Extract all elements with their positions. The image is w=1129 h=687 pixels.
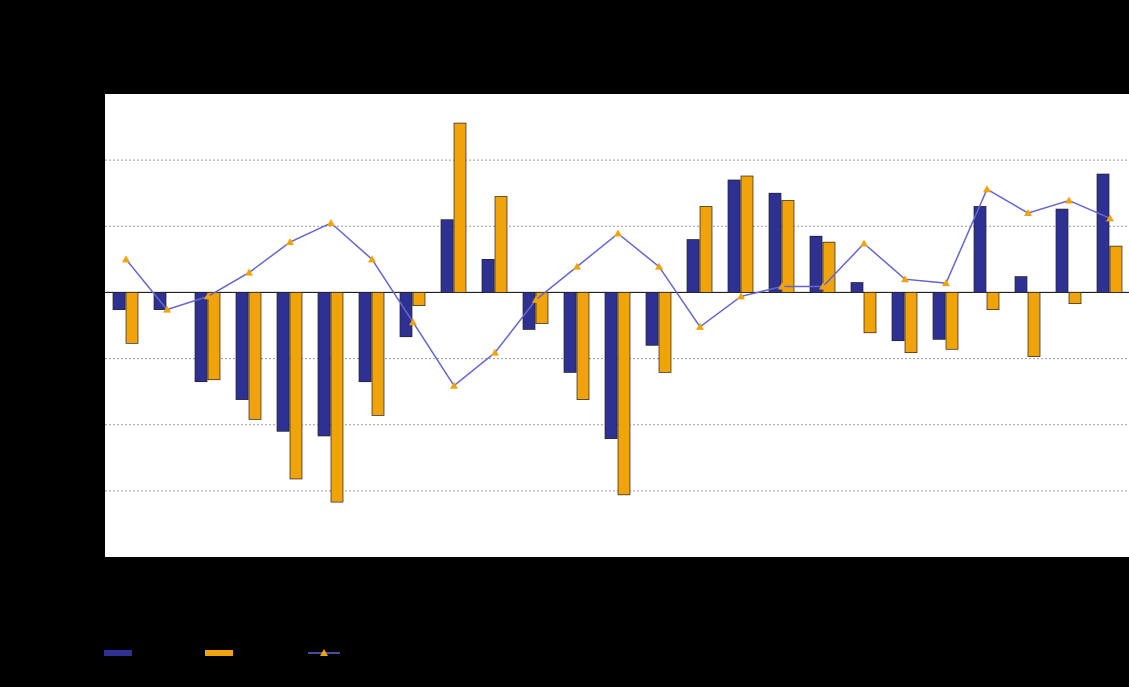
bar	[276, 292, 290, 432]
marker	[942, 279, 950, 287]
marker	[491, 348, 499, 356]
bar	[1014, 276, 1028, 293]
legend-marker	[320, 649, 328, 656]
bar	[617, 292, 631, 496]
bar	[112, 292, 126, 310]
bar	[289, 292, 303, 480]
bar	[207, 292, 221, 381]
marker	[614, 229, 622, 237]
bar	[1096, 173, 1110, 293]
marker	[655, 262, 663, 270]
bar	[891, 292, 905, 342]
bar	[125, 292, 139, 344]
bar	[863, 292, 877, 334]
bar	[686, 239, 700, 293]
marker	[122, 255, 130, 263]
marker	[737, 292, 745, 300]
marker	[1065, 196, 1073, 204]
marker	[163, 305, 171, 313]
bar	[973, 206, 987, 293]
bar	[727, 179, 741, 293]
bar	[522, 292, 536, 330]
bar	[453, 122, 467, 293]
bar	[699, 206, 713, 293]
bar	[604, 292, 618, 439]
bar	[358, 292, 372, 383]
marker	[368, 255, 376, 263]
marker	[901, 275, 909, 283]
bar	[986, 292, 1000, 310]
bar	[330, 292, 344, 503]
bar	[1027, 292, 1041, 357]
bar	[809, 235, 823, 293]
marker	[204, 292, 212, 300]
legend-swatch	[205, 650, 233, 656]
bar	[371, 292, 385, 416]
marker	[860, 239, 868, 247]
marker	[450, 381, 458, 389]
bar	[645, 292, 659, 346]
bar	[850, 282, 864, 293]
bar	[412, 292, 426, 307]
legend-swatch	[104, 650, 132, 656]
marker	[1024, 209, 1032, 217]
bar	[781, 200, 795, 293]
bar	[658, 292, 672, 373]
marker	[573, 262, 581, 270]
bar	[932, 292, 946, 340]
marker	[245, 268, 253, 276]
bar	[1109, 245, 1123, 293]
marker	[983, 185, 991, 193]
marker	[778, 282, 786, 290]
bar	[194, 292, 208, 383]
bar	[440, 219, 454, 293]
marker	[286, 238, 294, 246]
bar	[1055, 208, 1069, 293]
bar	[399, 292, 413, 338]
bar	[248, 292, 262, 420]
marker	[819, 282, 827, 290]
bar	[494, 196, 508, 293]
marker	[409, 318, 417, 326]
bar	[945, 292, 959, 350]
bar	[563, 292, 577, 373]
marker	[1106, 214, 1114, 222]
marker	[532, 295, 540, 303]
marker	[327, 218, 335, 226]
bar	[535, 292, 549, 324]
bar	[740, 175, 754, 293]
bar	[317, 292, 331, 437]
bar	[576, 292, 590, 400]
bar	[1068, 292, 1082, 305]
marker	[696, 322, 704, 330]
bar	[235, 292, 249, 400]
bar	[822, 241, 836, 293]
bar	[481, 259, 495, 293]
bar	[904, 292, 918, 353]
bar	[768, 192, 782, 293]
